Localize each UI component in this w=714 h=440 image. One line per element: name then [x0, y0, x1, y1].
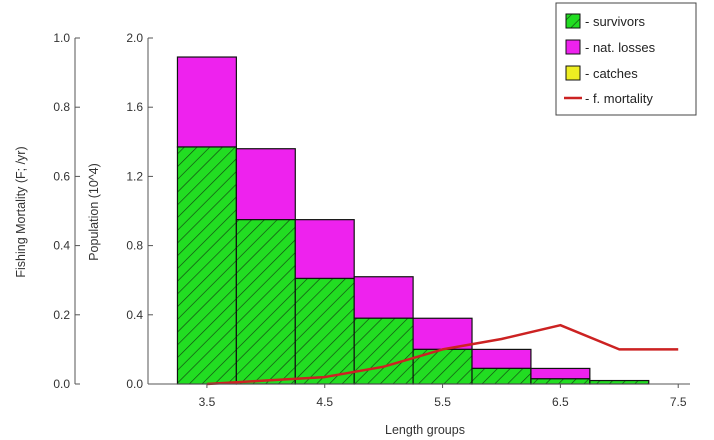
bar-survivors-6: [530, 378, 591, 385]
left-tick-label: 0.2: [53, 308, 70, 322]
left-tick-label: 0.8: [53, 100, 70, 114]
bar-nat-losses-1: [235, 148, 296, 221]
legend-swatch-survivors: [565, 13, 581, 29]
mortality-line-group: [206, 323, 679, 386]
f-mortality-line: [206, 323, 679, 386]
bar-nat-losses-3: [353, 276, 414, 319]
bar-survivors-3: [353, 317, 414, 385]
x-tick-label: 4.5: [316, 395, 333, 409]
bar-nat-losses-5: [471, 348, 532, 370]
x-tick-label: 7.5: [670, 395, 687, 409]
y-axis-right-title: Population (10^4): [87, 163, 101, 261]
legend-swatch-nat-losses: [565, 39, 581, 55]
left-tick-label: 1.0: [53, 31, 70, 45]
x-axis-title: Length groups: [385, 423, 465, 437]
right-tick-label: 0.4: [126, 308, 143, 322]
left-tick-label: 0.6: [53, 169, 70, 183]
left-axis-ticks: 0.0 0.2 0.4 0.6 0.8 1.0: [53, 31, 80, 391]
right-tick-label: 0.8: [126, 239, 143, 253]
bar-survivors-1: [235, 219, 296, 385]
legend-label-f-mortality: - f. mortality: [585, 91, 653, 106]
right-axis-ticks: 0.0 0.4 0.8 1.2 1.6 2.0: [126, 31, 153, 391]
legend-label-catches: - catches: [585, 66, 638, 81]
legend-label-survivors: - survivors: [585, 14, 645, 29]
left-tick-label: 0.0: [53, 377, 70, 391]
bar-survivors-7: [589, 379, 650, 385]
x-tick-label: 6.5: [552, 395, 569, 409]
y-axis-left-title: Fishing Mortality (F; /yr): [14, 146, 28, 277]
legend-swatch-catches: [565, 65, 581, 81]
bar-nat-losses-6: [530, 367, 591, 380]
bars-group: [176, 56, 650, 385]
right-tick-label: 0.0: [126, 377, 143, 391]
right-tick-label: 1.6: [126, 100, 143, 114]
left-tick-label: 0.4: [53, 239, 70, 253]
legend-label-nat-losses: - nat. losses: [585, 40, 656, 55]
bar-survivors-5: [471, 367, 532, 385]
bar-nat-losses-0: [176, 56, 237, 148]
x-axis-ticks: 3.5 4.5 5.5 6.5 7.5: [199, 384, 687, 409]
x-tick-label: 3.5: [199, 395, 216, 409]
right-tick-label: 2.0: [126, 31, 143, 45]
bar-nat-losses-2: [294, 219, 355, 280]
legend: - survivors - nat. losses - catches - f.…: [555, 2, 697, 116]
right-tick-label: 1.2: [126, 169, 143, 183]
bar-survivors-0: [176, 146, 237, 385]
bar-survivors-2: [294, 277, 355, 385]
x-tick-label: 5.5: [434, 395, 451, 409]
